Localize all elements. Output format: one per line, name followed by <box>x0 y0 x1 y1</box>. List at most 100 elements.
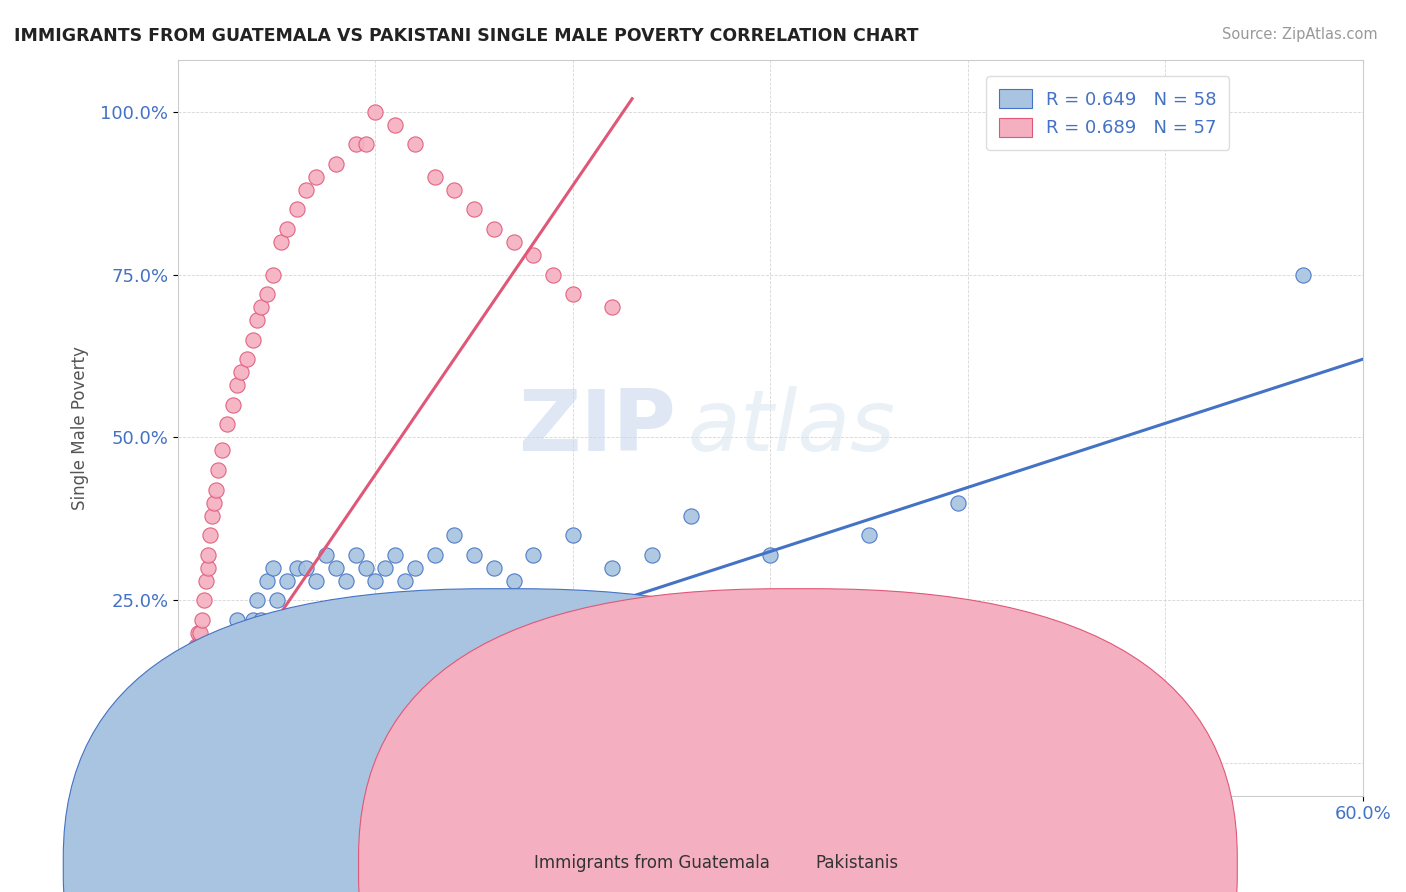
Point <box>201 710 224 724</box>
Point <box>246 593 269 607</box>
Point <box>250 613 273 627</box>
Point <box>177 704 200 718</box>
Point <box>335 574 357 588</box>
Point <box>374 560 396 574</box>
Point <box>276 574 298 588</box>
Point <box>295 183 318 197</box>
Point <box>198 528 221 542</box>
Point <box>191 691 214 706</box>
Point <box>250 300 273 314</box>
Point <box>236 352 259 367</box>
Point <box>226 613 249 627</box>
Point <box>194 658 217 673</box>
Point <box>463 202 485 217</box>
Y-axis label: Single Male Poverty: Single Male Poverty <box>72 346 89 509</box>
Point <box>256 287 278 301</box>
Point <box>946 495 969 509</box>
Point <box>207 691 229 706</box>
Point <box>482 560 505 574</box>
Point <box>187 626 209 640</box>
Point <box>188 704 211 718</box>
Point <box>242 613 264 627</box>
Point <box>561 287 583 301</box>
Point <box>187 639 209 653</box>
Point <box>173 756 195 771</box>
Point <box>231 639 253 653</box>
Point <box>246 313 269 327</box>
Text: Pakistanis: Pakistanis <box>815 855 898 872</box>
Point <box>179 704 201 718</box>
Point <box>256 574 278 588</box>
Point <box>174 737 197 751</box>
Point <box>217 417 239 432</box>
Point <box>262 560 284 574</box>
Point <box>325 560 347 574</box>
Text: Source: ZipAtlas.com: Source: ZipAtlas.com <box>1222 27 1378 42</box>
Point <box>174 723 197 738</box>
Point <box>197 548 219 562</box>
Point <box>204 483 226 497</box>
Point <box>443 528 465 542</box>
Point <box>222 398 245 412</box>
Point <box>404 560 426 574</box>
Point <box>202 495 225 509</box>
Point <box>502 235 524 249</box>
Point <box>177 710 200 724</box>
Point <box>180 678 202 692</box>
Point <box>423 548 446 562</box>
Point <box>202 723 225 738</box>
Point <box>344 137 367 152</box>
Point <box>194 574 217 588</box>
Point <box>384 548 406 562</box>
Point <box>443 183 465 197</box>
Text: IMMIGRANTS FROM GUATEMALA VS PAKISTANI SINGLE MALE POVERTY CORRELATION CHART: IMMIGRANTS FROM GUATEMALA VS PAKISTANI S… <box>14 27 918 45</box>
Point <box>242 333 264 347</box>
Point <box>193 593 215 607</box>
Point <box>482 222 505 236</box>
Point <box>266 593 288 607</box>
Point <box>236 626 259 640</box>
Point <box>354 137 377 152</box>
Point <box>858 528 880 542</box>
Point <box>384 118 406 132</box>
Point <box>207 463 229 477</box>
Point <box>262 268 284 282</box>
Point <box>270 235 292 249</box>
Point <box>759 548 782 562</box>
Point <box>218 639 240 653</box>
Point <box>315 548 337 562</box>
Point <box>423 169 446 184</box>
Point <box>541 268 564 282</box>
Point <box>354 560 377 574</box>
Point <box>198 691 221 706</box>
Point <box>183 658 205 673</box>
Point <box>295 560 318 574</box>
Point <box>214 658 236 673</box>
Point <box>197 560 219 574</box>
Point <box>201 508 224 523</box>
Point <box>463 548 485 562</box>
Point <box>602 560 624 574</box>
Point <box>305 574 328 588</box>
Point <box>1292 268 1315 282</box>
Point <box>394 574 416 588</box>
Point <box>193 678 215 692</box>
Point <box>184 658 207 673</box>
Point <box>364 104 387 119</box>
Point <box>231 365 253 379</box>
Point <box>211 678 233 692</box>
Point <box>179 743 201 757</box>
Point <box>173 743 195 757</box>
Point <box>191 613 214 627</box>
Point <box>177 756 200 771</box>
Point <box>183 723 205 738</box>
Point <box>188 626 211 640</box>
Point <box>226 378 249 392</box>
Point <box>180 737 202 751</box>
Point <box>276 222 298 236</box>
Point <box>641 548 664 562</box>
Point <box>222 626 245 640</box>
Point <box>364 574 387 588</box>
Point <box>404 137 426 152</box>
Point <box>681 508 703 523</box>
